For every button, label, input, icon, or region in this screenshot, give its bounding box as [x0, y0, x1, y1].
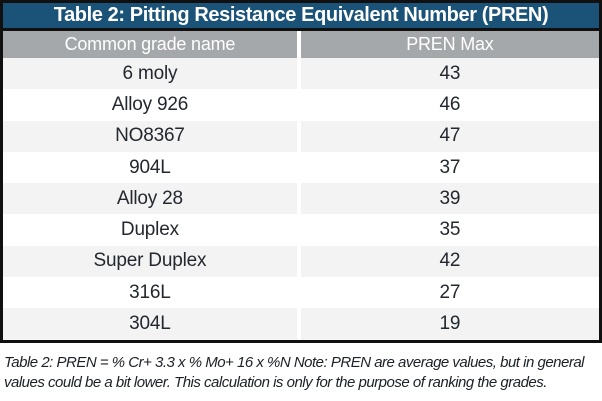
grade-cell: 6 moly	[122, 62, 178, 84]
table-row: 304L 19	[3, 308, 599, 340]
table-title: Table 2: Pitting Resistance Equivalent N…	[3, 3, 599, 31]
caption-line-2: values could be a bit lower. This calcul…	[4, 373, 547, 391]
pren-max-cell: 35	[296, 214, 599, 246]
table-header-row: Common grade name PREN Max	[3, 31, 599, 58]
column-header-grade: Common grade name	[64, 34, 236, 54]
grade-cell: Duplex	[120, 219, 179, 241]
pren-max-cell: 37	[296, 151, 599, 184]
grade-cell: Alloy 926	[111, 93, 189, 115]
pren-max-cell: 19	[296, 308, 599, 340]
pren-max-cell: 27	[296, 277, 599, 309]
table-row: NO8367 47	[3, 120, 599, 152]
grade-cell: Alloy 28	[116, 187, 183, 209]
pren-max-cell: 42	[296, 245, 599, 278]
table-row: 6 moly 43	[3, 58, 599, 90]
grade-cell: 904L	[129, 156, 171, 178]
table-caption: Table 2: PREN = % Cr+ 3.3 x % Mo+ 16 x %…	[0, 353, 602, 393]
table-row: 904L 37	[3, 151, 599, 184]
pren-max-cell: 39	[296, 183, 599, 215]
pren-max-cell: 46	[296, 89, 599, 121]
pren-table: Table 2: Pitting Resistance Equivalent N…	[0, 0, 602, 343]
table-row: Alloy 28 39	[3, 183, 599, 215]
grade-cell: Super Duplex	[93, 250, 207, 272]
grade-cell: 316L	[129, 281, 171, 303]
column-header-pren-max: PREN Max	[296, 31, 599, 58]
caption-line-1: Table 2: PREN = % Cr+ 3.3 x % Mo+ 16 x %…	[4, 353, 585, 371]
table-row: Duplex 35	[3, 214, 599, 246]
pren-max-cell: 43	[296, 58, 599, 90]
table-row: Super Duplex 42	[3, 245, 599, 278]
table-body: 6 moly 43 Alloy 926 46 NO8367 47 904L 37 Alloy 2…	[3, 58, 599, 340]
table-row: 316L 27	[3, 277, 599, 309]
grade-cell: 304L	[129, 313, 171, 335]
grade-cell: NO8367	[115, 125, 185, 147]
table-row: Alloy 926 46	[3, 89, 599, 121]
pren-max-cell: 47	[296, 120, 599, 152]
